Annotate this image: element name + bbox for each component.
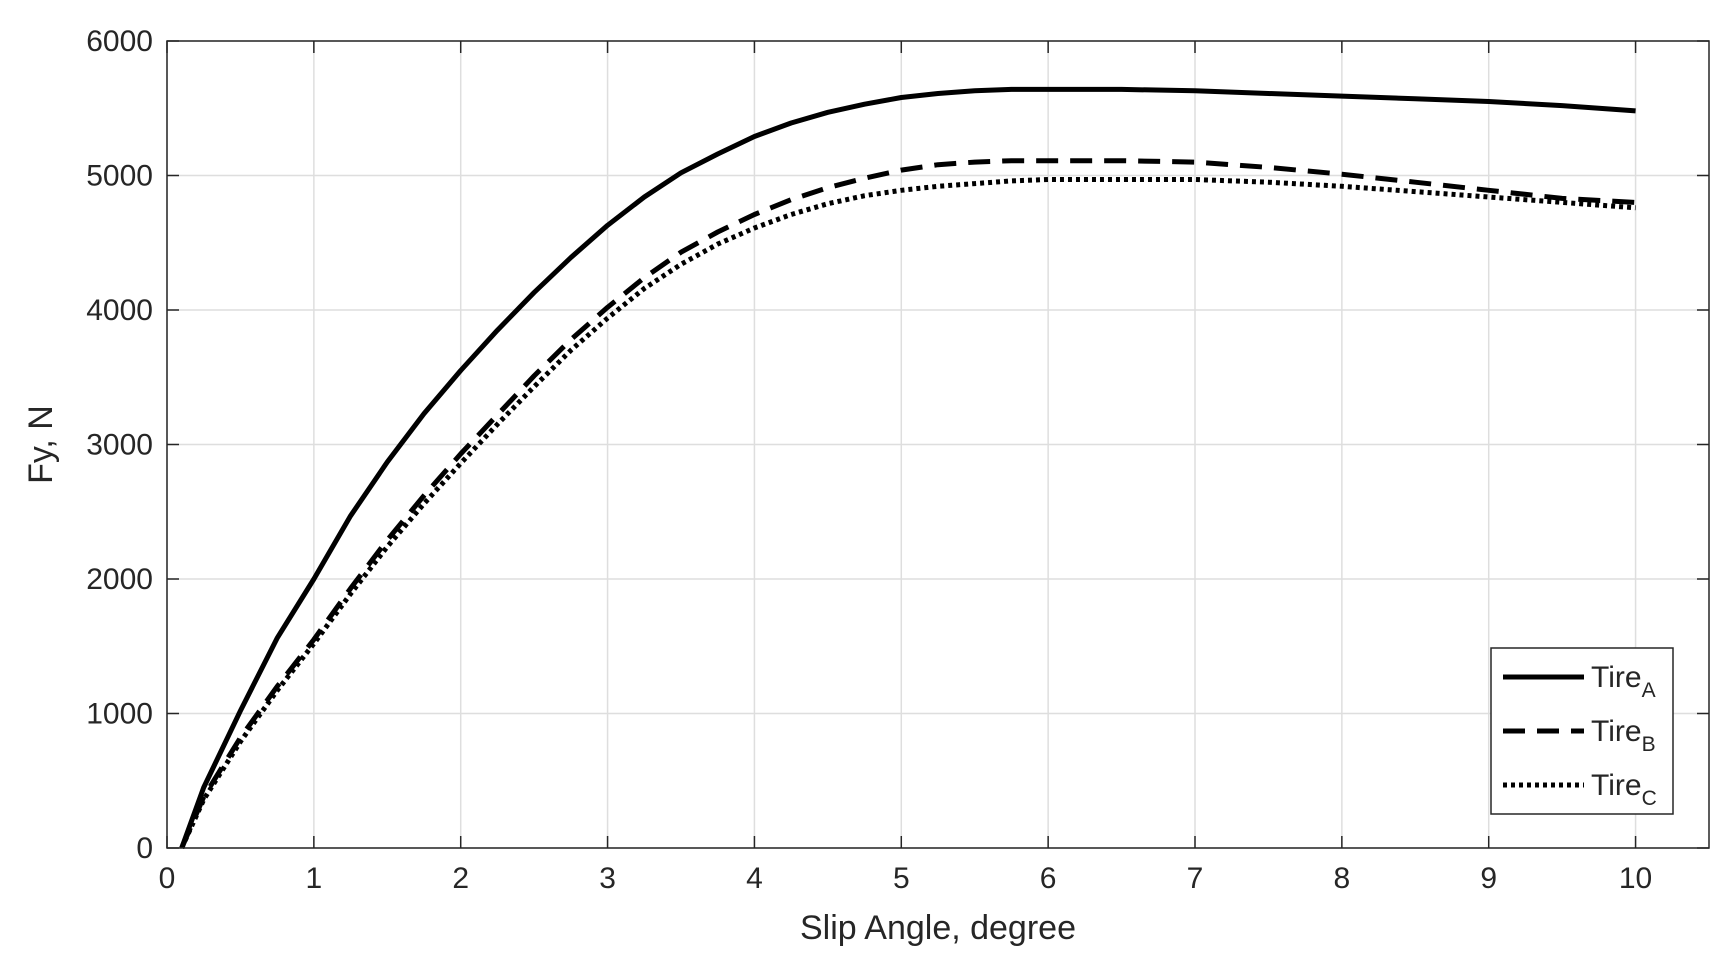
x-tick-label: 1 [306, 862, 323, 895]
y-tick-label: 1000 [86, 698, 153, 731]
x-axis-label: Slip Angle, degree [800, 909, 1076, 947]
x-tick-label: 4 [746, 862, 763, 895]
legend-subscript: A [1642, 679, 1656, 702]
x-tick-label: 3 [599, 862, 616, 895]
series-line-a [179, 86, 1636, 849]
legend-subscript: C [1642, 787, 1657, 810]
series-layer [179, 86, 1636, 850]
x-tick-label: 6 [1040, 862, 1057, 895]
tick-layer: 0 1 2 3 4 5 6 7 8 9 10 0 1000 2000 3000 4000 5000 6000 [86, 25, 1709, 895]
y-tick-label: 4000 [86, 294, 153, 327]
y-tick-label: 5000 [86, 160, 153, 193]
x-tick-label: 0 [159, 862, 176, 895]
x-tick-label: 5 [893, 862, 910, 895]
legend-subscript: B [1642, 733, 1656, 756]
x-tick-label: 2 [452, 862, 469, 895]
y-tick-label: 6000 [86, 25, 153, 58]
series-line-c [179, 177, 1636, 850]
x-tick-label: 9 [1480, 862, 1497, 895]
x-tick-label: 10 [1619, 862, 1652, 895]
x-tick-label: 8 [1334, 862, 1351, 895]
y-tick-label: 0 [136, 832, 153, 865]
y-tick-label: 3000 [86, 429, 153, 462]
series-line-b [179, 158, 1636, 849]
y-axis-label: Fy, N [22, 405, 60, 484]
x-tick-label: 7 [1187, 862, 1204, 895]
y-tick-label: 2000 [86, 563, 153, 596]
